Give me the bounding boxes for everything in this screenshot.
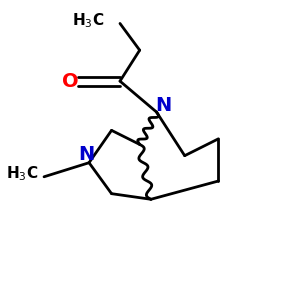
Text: O: O: [62, 72, 79, 91]
Text: H$_3$C: H$_3$C: [6, 165, 38, 183]
Text: N: N: [78, 145, 94, 164]
Text: H$_3$C: H$_3$C: [72, 11, 104, 30]
Text: N: N: [155, 95, 172, 115]
